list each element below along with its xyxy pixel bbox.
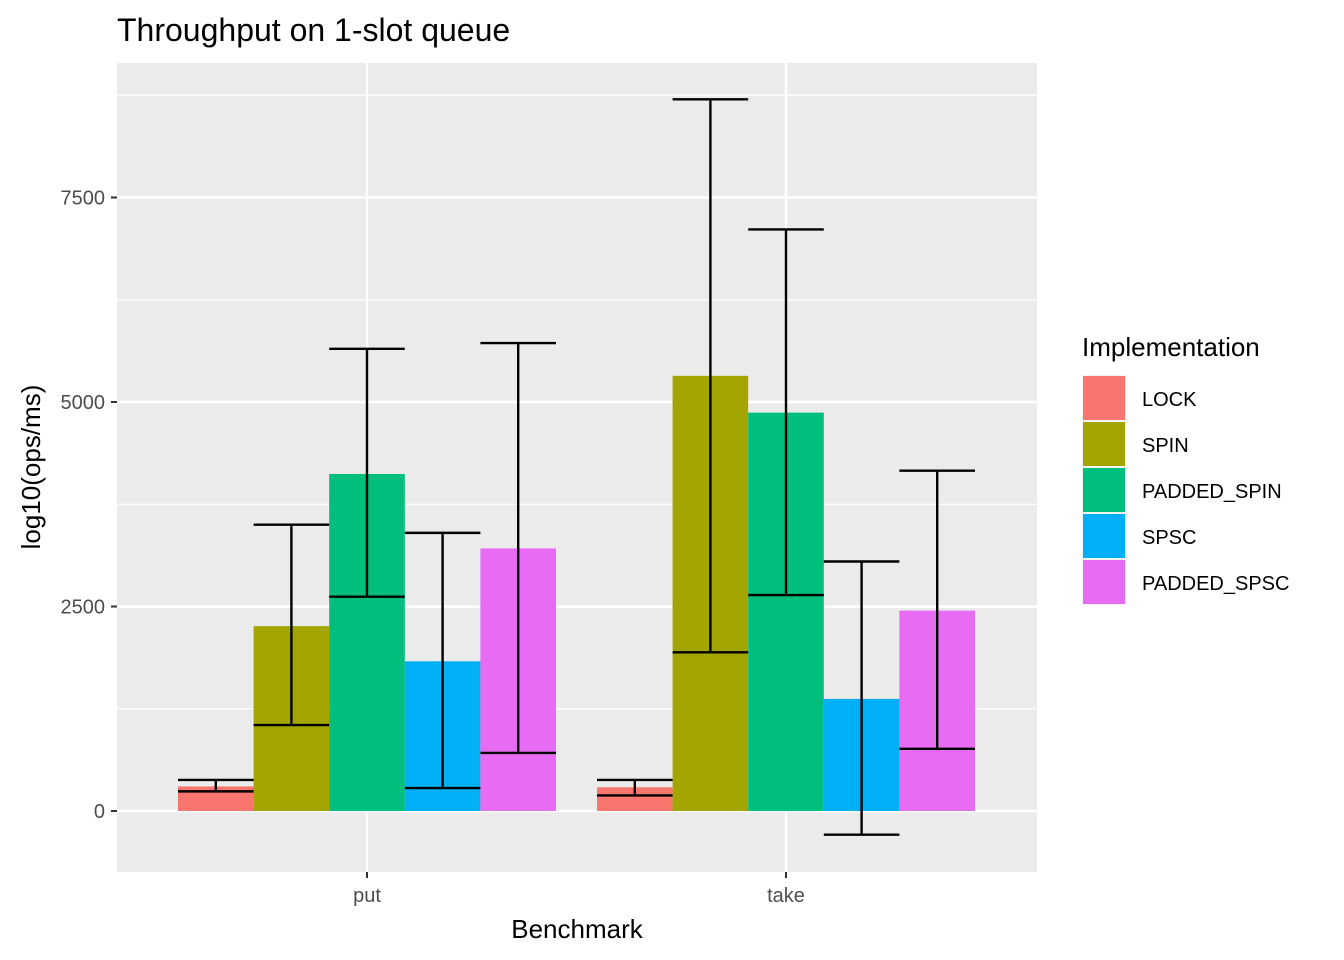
error-bar-padded-spin-put: [329, 347, 405, 598]
legend-swatch-padded-spsc: [1083, 560, 1125, 604]
y-tick-label: 2500: [61, 597, 106, 619]
legend-title: Implementation: [1082, 332, 1260, 362]
legend-label-spsc: SPSC: [1142, 527, 1196, 549]
error-bars-layer: [178, 98, 975, 836]
y-axis-title: log10(ops/ms): [16, 385, 46, 550]
legend-label-spin: SPIN: [1142, 435, 1189, 457]
error-bar-padded-spin-take: [748, 228, 824, 597]
legend-label-lock: LOCK: [1142, 389, 1197, 411]
y-tick-label: 5000: [61, 392, 106, 414]
error-bar-spin-put: [253, 523, 330, 727]
legend-swatch-spin: [1083, 422, 1125, 466]
legend-swatch-padded-spin: [1083, 468, 1125, 512]
legend-swatch-spsc: [1083, 514, 1125, 558]
error-bar-spsc-put: [404, 531, 481, 790]
error-bar-padded-spsc-take: [899, 469, 975, 751]
error-bar-spsc-take: [823, 560, 900, 836]
y-tick-label: 7500: [61, 188, 106, 210]
legend-label-padded-spin: PADDED_SPIN: [1142, 481, 1282, 503]
legend-item-padded-spin: PADDED_SPIN: [1082, 467, 1282, 513]
legend-item-lock: LOCK: [1082, 375, 1197, 421]
error-bar-padded-spsc-put: [480, 341, 556, 755]
legend: Implementation LOCK SPIN PADDED_SPIN SPSC PA…: [1082, 332, 1289, 605]
y-tick-label: 0: [94, 801, 105, 823]
x-tick-label: put: [353, 885, 381, 907]
chart-title: Throughput on 1-slot queue: [117, 12, 510, 48]
axes-layer: 0 2500 5000 7500 put take: [61, 188, 805, 908]
error-bar-spin-take: [672, 98, 749, 654]
legend-swatch-lock: [1083, 376, 1125, 420]
legend-label-padded-spsc: PADDED_SPSC: [1142, 573, 1289, 595]
error-bar-lock-put: [178, 778, 254, 793]
bar-lock-take: [597, 787, 673, 811]
error-bar-lock-take: [597, 778, 673, 797]
x-tick-label: take: [767, 885, 805, 907]
legend-item-spsc: SPSC: [1082, 513, 1196, 559]
legend-item-padded-spsc: PADDED_SPSC: [1082, 559, 1289, 605]
legend-item-spin: SPIN: [1082, 421, 1189, 467]
x-axis-title: Benchmark: [511, 914, 643, 944]
